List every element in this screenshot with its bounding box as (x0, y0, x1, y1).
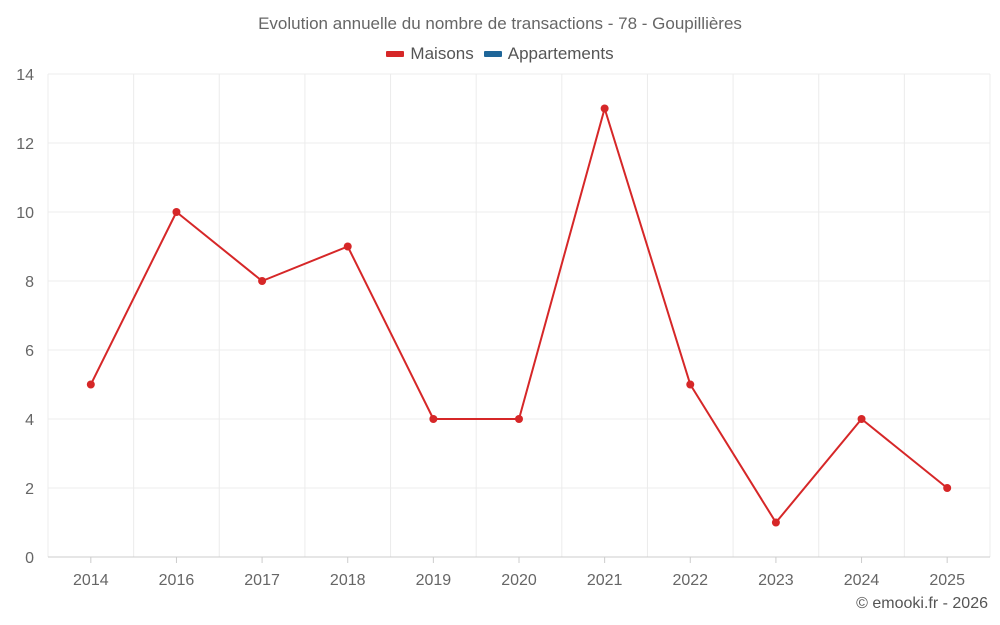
legend-swatch-appartements (483, 51, 502, 57)
legend-swatch-maisons (386, 51, 405, 57)
x-tick-label-2019: 2019 (416, 572, 452, 589)
x-tick-label-2025: 2025 (929, 572, 965, 589)
data-point-maisons-2023 (771, 518, 780, 527)
y-tick-label-8: 8 (25, 274, 34, 291)
x-tick-label-2024: 2024 (844, 572, 880, 589)
data-point-maisons-2014 (86, 380, 95, 389)
x-tick-label-2021: 2021 (587, 572, 623, 589)
legend-label-appartements: Appartements (507, 44, 614, 63)
data-point-maisons-2018 (343, 242, 352, 251)
y-tick-label-10: 10 (16, 205, 34, 222)
x-tick-label-2023: 2023 (758, 572, 794, 589)
y-tick-label-12: 12 (16, 136, 34, 153)
y-tick-label-2: 2 (25, 481, 34, 498)
y-tick-label-6: 6 (25, 343, 34, 360)
y-tick-label-4: 4 (25, 412, 34, 429)
legend: Maisons Appartements (0, 44, 1000, 64)
credit-text: © emooki.fr - 2026 (856, 595, 988, 612)
data-point-maisons-2020 (515, 415, 523, 423)
x-tick-label-2017: 2017 (244, 572, 280, 589)
x-tick-label-2016: 2016 (159, 572, 195, 589)
x-tick-label-2014: 2014 (73, 572, 109, 589)
data-point-maisons-2025 (943, 484, 952, 492)
legend-label-maisons: Maisons (410, 44, 474, 63)
legend-item-appartements[interactable]: Appartements (483, 44, 614, 64)
x-tick-label-2020: 2020 (501, 572, 537, 589)
data-point-maisons-2019 (429, 415, 438, 423)
data-point-maisons-2016 (172, 208, 181, 216)
legend-item-maisons[interactable]: Maisons (386, 44, 474, 64)
chart-title: Evolution annuelle du nombre de transact… (258, 14, 742, 33)
y-tick-label-0: 0 (25, 550, 34, 567)
data-point-maisons-2017 (258, 277, 267, 285)
y-tick-label-14: 14 (16, 67, 34, 84)
data-point-maisons-2024 (857, 415, 866, 423)
x-tick-label-2018: 2018 (330, 572, 366, 589)
data-point-maisons-2022 (686, 380, 695, 389)
x-tick-label-2022: 2022 (672, 572, 708, 589)
data-point-maisons-2021 (600, 104, 609, 113)
